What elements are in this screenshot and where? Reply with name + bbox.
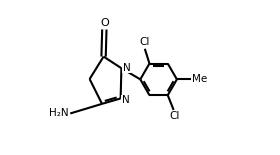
Text: Cl: Cl: [140, 37, 150, 47]
Text: N: N: [123, 63, 131, 73]
Text: N: N: [122, 95, 130, 105]
Text: Cl: Cl: [169, 111, 179, 121]
Text: O: O: [100, 18, 109, 28]
Text: H₂N: H₂N: [49, 108, 69, 118]
Text: Me: Me: [192, 74, 208, 84]
